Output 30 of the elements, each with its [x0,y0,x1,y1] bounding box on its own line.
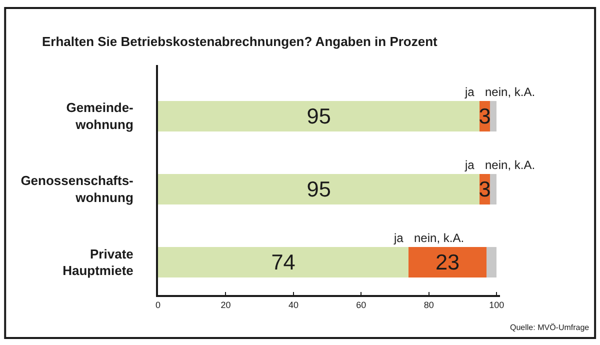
bar [158,174,480,204]
bar [490,174,497,204]
text: ja [394,231,404,245]
x-tick-label: 40 [288,300,298,310]
y-tick-label: Private Hauptmiete [62,246,134,278]
source-note: Quelle: MVÖ-Umfrage [510,323,590,332]
data-label: 3 [478,104,491,129]
chart-title: Erhalten Sie Betriebskostenabrechnungen? Angaben in Prozent [42,34,438,49]
bar [486,246,497,278]
bar [158,246,409,278]
x-tick-label: 100 [489,300,504,310]
data-label: 74 [271,250,296,275]
y-tick-label: Genossenschafts- wohnung [20,173,134,206]
bar [490,100,497,132]
series-label: nein, k.A. [485,85,536,99]
data-label: 23 [435,250,460,275]
data-label: 95 [306,104,331,129]
y-tick-label: Gemeinde- wohnung [66,100,134,132]
text: ja [465,158,474,172]
x-tick-label: 60 [356,300,366,310]
data-label: 95 [306,176,331,202]
data-label: 3 [478,176,491,202]
bar [408,246,486,278]
series-label: ja [464,85,475,99]
x-tick-label: 20 [220,300,231,310]
x-tick-label: 80 [424,300,434,310]
text: nein, k.A. [485,158,536,172]
text: nein, k.A. [414,231,464,245]
bar [158,100,480,132]
x-tick-label: 0 [155,300,161,310]
